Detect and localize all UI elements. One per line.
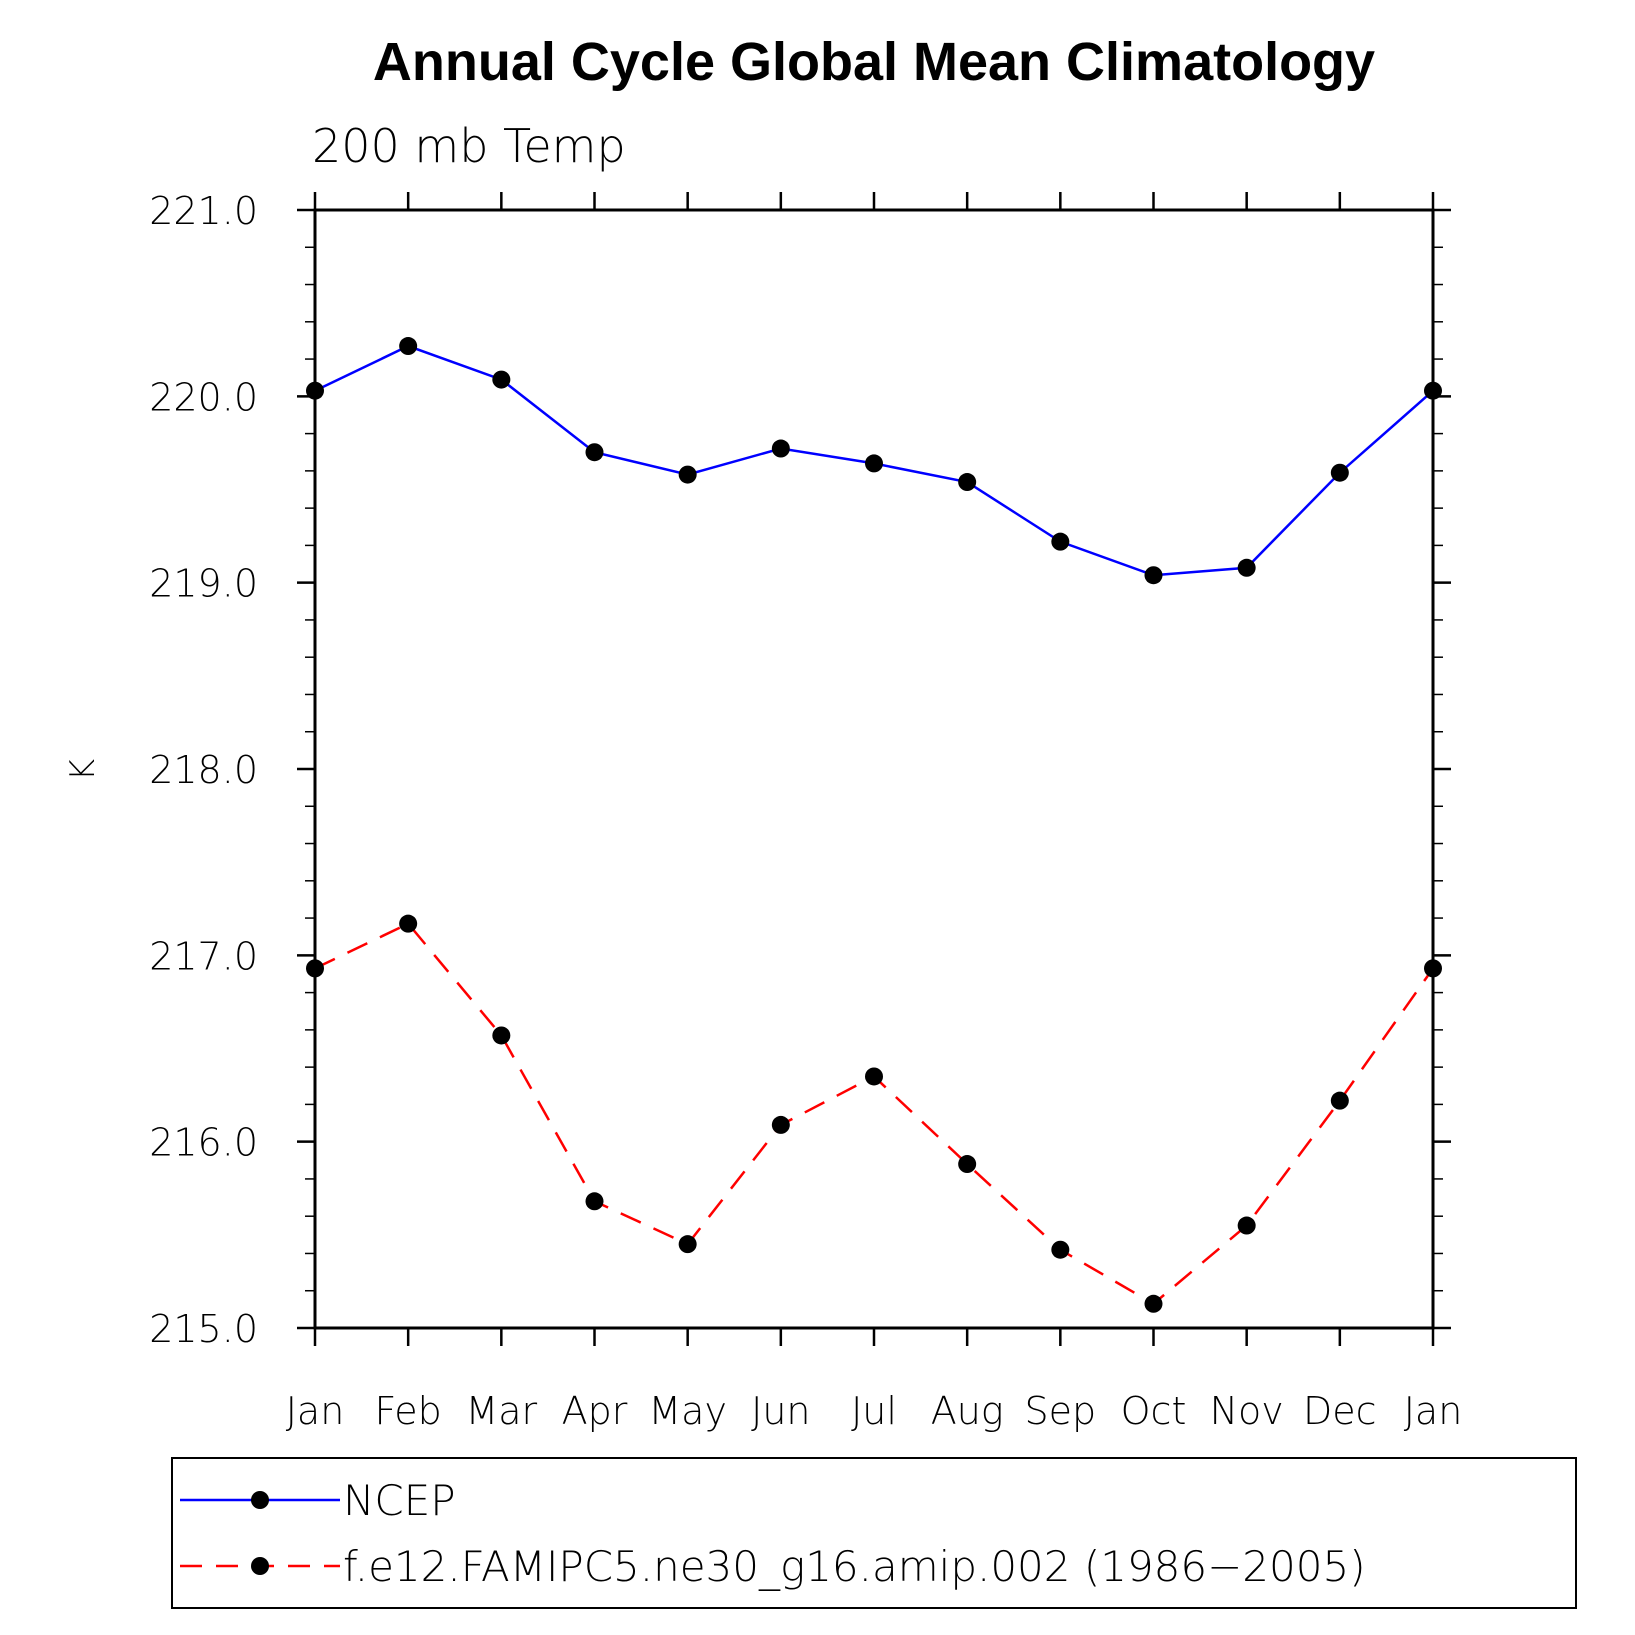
legend-box [171,1457,1577,1609]
x-tick-label: Aug [931,1389,1004,1433]
series-line-1 [314,922,1435,1306]
y-tick-label: 218.0 [149,748,258,792]
data-point [1051,1240,1070,1259]
data-point [1330,1091,1349,1110]
data-point [1330,463,1349,482]
legend-marker-ncep [251,1491,269,1509]
x-tick-label: Jan [286,1389,345,1433]
axis-ticks [297,192,1451,1346]
legend-label-ncep: NCEP [343,1476,456,1525]
x-tick-label: Dec [1303,1389,1377,1433]
x-tick-label: Jun [751,1389,810,1433]
data-point [678,465,697,484]
y-tick-label: 221.0 [149,189,258,233]
y-axis-label: K [63,759,103,781]
y-tick-label: 217.0 [149,934,258,978]
y-tick-label: 219.0 [149,562,258,606]
chart-subtitle: 200 mb Temp [312,119,626,173]
data-point [1051,532,1070,551]
x-tick-label: Jul [851,1389,897,1433]
data-point [1144,1294,1163,1313]
data-point [865,1067,883,1086]
data-point [492,1026,511,1045]
legend-marker-model [251,1557,269,1575]
chart-title: Annual Cycle Global Mean Climatology [373,32,1375,92]
x-tick-label: Nov [1210,1389,1284,1433]
legend: NCEP f.e12.FAMIPC5.ne30_g16.amip.002 (19… [171,1457,1577,1609]
plot-frame [313,208,1435,1330]
x-tick-label: Sep [1025,1389,1097,1433]
x-tick-label: Jan [1404,1389,1463,1433]
data-point [399,337,418,356]
data-point [958,473,977,492]
y-tick-label: 220.0 [149,375,258,419]
data-point [492,370,511,389]
data-point [585,443,604,462]
legend-label-model: f.e12.FAMIPC5.ne30_g16.amip.002 (1986−20… [343,1542,1366,1591]
data-point [771,1115,790,1134]
y-tick-labels: 215.0 216.0 217.0 218.0 219.0 220.0 221.0 [149,189,258,1351]
series-layer [306,337,1442,1313]
x-tick-label: Mar [465,1389,537,1433]
data-point [771,439,790,458]
data-point [1237,1216,1256,1235]
x-tick-label: Oct [1121,1389,1187,1433]
data-point [399,914,418,933]
data-point [958,1155,977,1174]
x-tick-labels: Jan Feb Mar Apr May Jun Jul Aug Sep Oct Nov Dec Jan [286,1389,1463,1433]
data-point [1237,558,1256,577]
x-tick-label: May [648,1389,727,1433]
data-point [678,1235,697,1254]
data-point [865,454,883,473]
x-tick-label: Apr [562,1389,628,1433]
data-point [585,1192,604,1211]
x-tick-label: Feb [375,1389,442,1433]
y-tick-label: 215.0 [149,1307,258,1351]
y-tick-label: 216.0 [149,1121,258,1165]
data-point [1144,566,1163,585]
